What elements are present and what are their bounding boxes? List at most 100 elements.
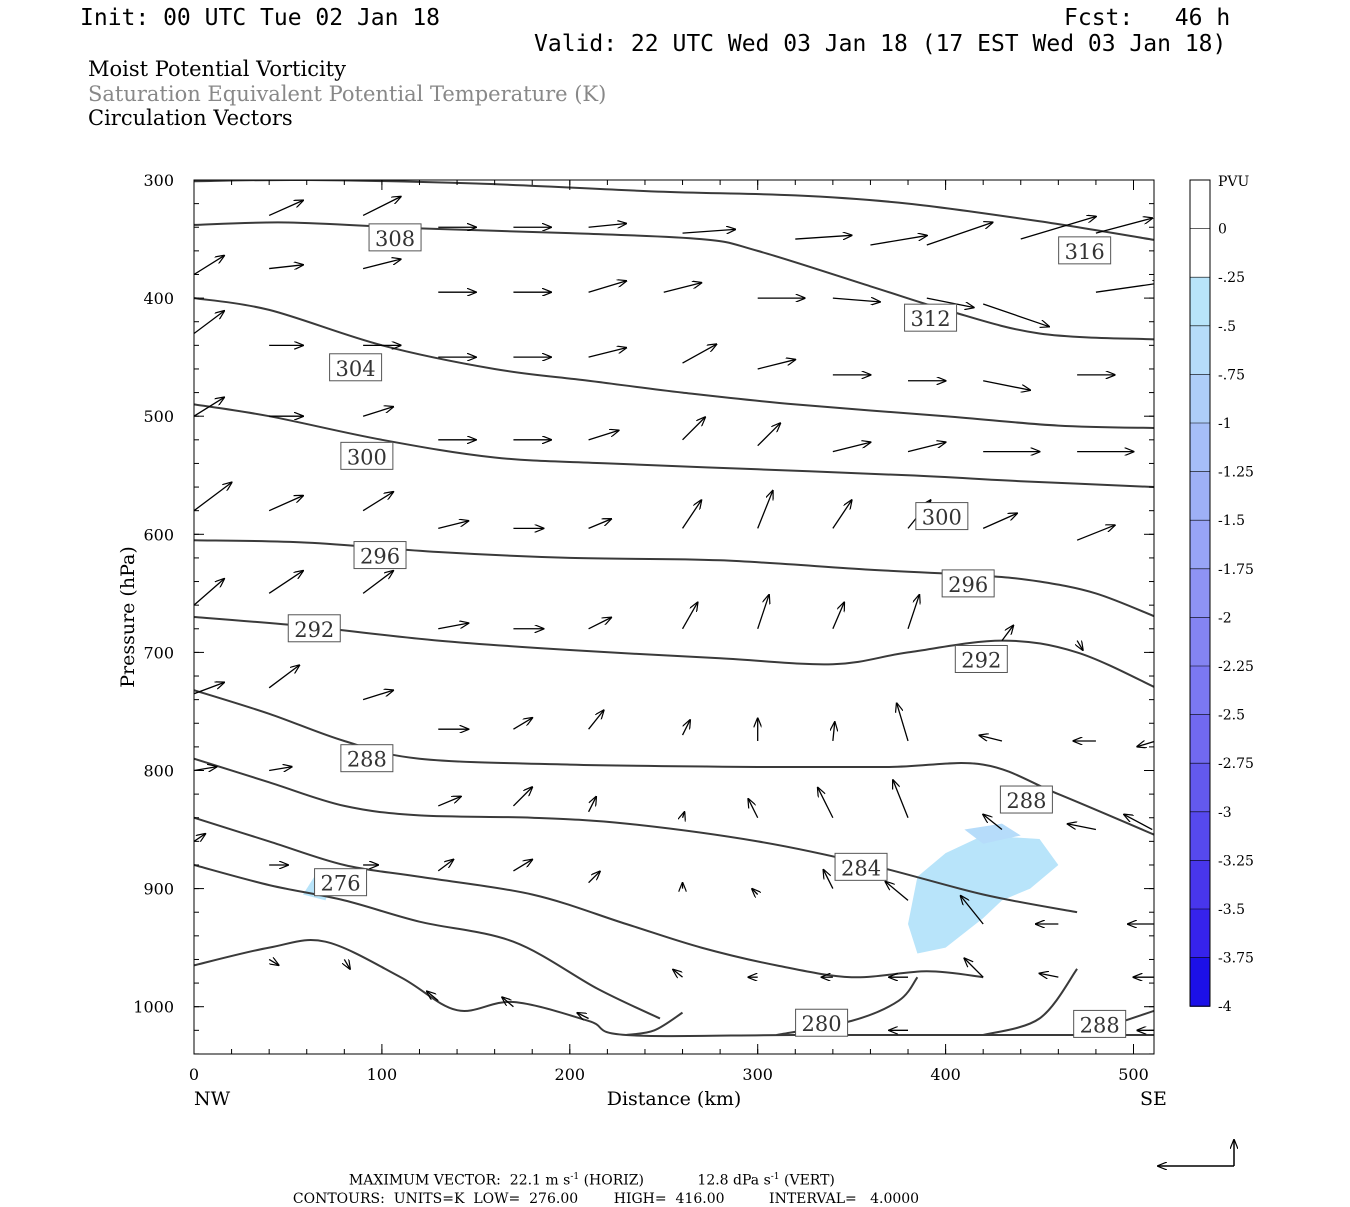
contour-label: 288 [347,748,387,772]
circulation-vector [757,491,773,529]
contours-label: CONTOURS: [292,1191,385,1207]
circulation-vector [832,298,880,302]
circulation-vector [437,860,453,872]
colorbar-label: -3.75 [1218,951,1254,967]
reference-vector-icon [1158,1140,1234,1166]
circulation-vector [893,780,909,818]
max-vector-horiz: 22.1 [509,1172,541,1189]
circulation-vector [269,767,292,771]
circulation-vector [961,896,984,925]
theta-contour-line [626,1011,684,1036]
circulation-vector [344,959,350,968]
colorbar-swatch [1190,180,1210,230]
circulation-vector [588,430,619,441]
circulation-vector [682,229,736,233]
circulation-vector [1040,973,1059,977]
max-vector-vert-tag: (VERT) [784,1172,835,1189]
contour-label-box [915,502,969,531]
colorbar-label: -3.5 [1218,902,1245,918]
circulation-vector [907,595,919,629]
colorbar-label: -3.25 [1218,853,1254,869]
circulation-vector [362,259,401,270]
x-tick-label: 500 [1118,1065,1149,1084]
colorbar-swatch [1190,763,1210,813]
contour-label: 288 [1006,789,1046,813]
circulation-vector [513,718,532,730]
circulation-vector [194,579,224,606]
circulation-vector [588,519,612,529]
circulation-vector [1095,218,1152,234]
field-title-theta: Saturation Equivalent Potential Temperat… [88,82,607,106]
circulation-vector [194,311,224,335]
contour-label: 276 [321,872,361,896]
x-tick-label: 400 [930,1065,961,1084]
colorbar-swatch [1190,617,1210,667]
circulation-vector [1020,217,1096,240]
circulation-vector [194,834,205,842]
circulation-vector [268,665,299,689]
colorbar-label: -2.25 [1218,659,1254,675]
colorbar-swatch [1190,423,1210,473]
pv-region [1105,752,1153,777]
circulation-vector [795,235,851,239]
circulation-vector [268,571,303,594]
contour-label: 280 [802,1012,842,1036]
contour-label-box [999,785,1053,814]
forecast-hour: Fcst: 46 h [1064,5,1231,31]
circulation-vector [588,797,597,813]
circulation-vector [268,200,303,217]
x-tick-label: 200 [555,1065,586,1084]
plot-frame [193,179,1155,1055]
theta-contour-line [1123,1009,1154,1022]
circulation-vector [964,958,984,978]
field-title-vectors: Circulation Vectors [88,106,293,130]
theta-contour-line [194,939,1154,1038]
circulation-vector [926,222,993,246]
pv-shading [244,229,1154,1025]
colorbar-swatch [1190,325,1210,375]
circulation-vector [577,1013,589,1019]
circulation-vector [194,767,217,771]
circulation-vector [823,870,834,889]
colorbar-label: -1.75 [1218,562,1254,578]
max-vector-horiz-unit: m s [545,1172,571,1189]
circulation-vector [1077,641,1083,650]
circulation-vector [683,812,685,818]
colorbar-swatch [1190,228,1210,278]
circulation-vector [194,256,224,276]
contour-label-box [314,868,368,897]
circulation-vector [502,997,514,1008]
x-axis-title: Distance (km) [607,1088,742,1110]
y-tick-label: 300 [143,171,174,190]
circulation-vector [832,442,871,453]
colorbar-label: -3 [1218,805,1232,821]
circulation-vector [748,799,759,819]
pv-region [964,823,1021,844]
contour-labels: 308 304 300 296 292 288 276 312 316 300 296 292 288 2… [287,223,1127,1038]
circulation-vector [757,360,796,370]
contours-low: 276.00 [529,1191,579,1207]
y-tick-label: 700 [143,643,174,662]
y-tick-label: 800 [143,762,174,781]
contour-label: 296 [948,573,988,597]
contour-label-box [340,441,394,470]
contours-line: CONTOURS: UNITS=K LOW= 276.00 HIGH= 416.… [284,1178,919,1206]
contour-label: 300 [922,506,962,530]
contour-label: 300 [347,445,387,469]
contour-label-box [1073,1009,1127,1038]
circulation-vector [663,283,702,293]
x-tick-label: 100 [367,1065,398,1084]
y-tick-label: 900 [143,880,174,899]
max-vector-horiz-exp: -1 [570,1172,580,1182]
colorbar-swatch [1190,666,1210,716]
pv-region [954,247,1078,275]
y-tick-label: 500 [143,407,174,426]
circulation-vector [194,682,224,695]
max-vector-vert-exp: -1 [770,1172,780,1182]
pv-region [1095,788,1154,942]
circulation-vector [438,521,468,530]
contour-label-box [1058,236,1112,265]
max-vector-label: MAXIMUM VECTOR: [348,1172,501,1189]
circulation-vector [681,602,698,630]
valid-time: Valid: 22 UTC Wed 03 Jan 18 (17 EST Wed … [534,31,1227,57]
